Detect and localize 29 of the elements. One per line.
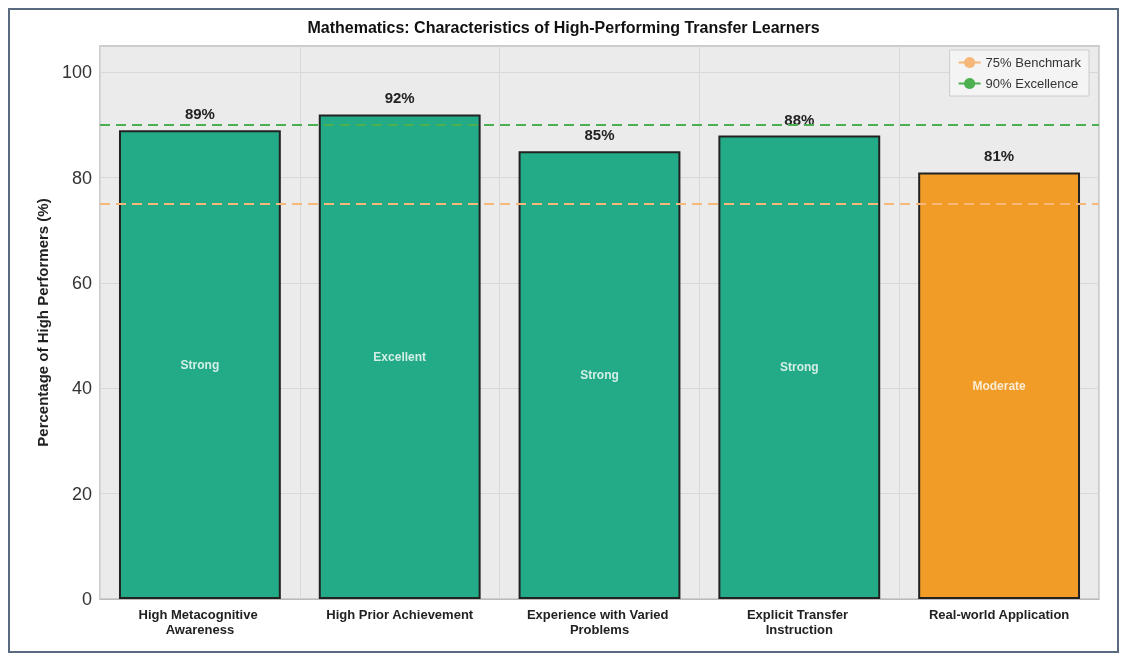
legend-label: 90% Excellence [985,76,1079,91]
annotation: Strong [180,357,220,372]
x-tick-label: Experience with Varied Problems [526,607,673,637]
y-tick-label: 20 [71,483,92,504]
annotation: Strong [580,368,619,383]
y-tick-label: 80 [71,167,92,188]
chart-title: Mathematics: Characteristics of High-Performing Transfer Learners [307,18,820,36]
y-tick-label: 0 [81,589,92,609]
bar [118,130,281,599]
data-label: 89% [184,105,215,123]
x-tick-label: High Metacognitive Awareness [138,607,262,637]
y-tick-label: 40 [71,378,92,399]
y-tick-label: 100 [61,62,92,83]
x-tick-label: Explicit Transfer Instruction [746,607,852,637]
bar [318,114,481,599]
annotation: Moderate [972,378,1027,393]
annotation: Strong [779,360,819,375]
bar [918,172,1081,599]
bar [518,151,681,599]
data-label: 81% [984,147,1015,165]
y-axis-title: Percentage of High Performers (%) [34,198,51,447]
data-label: 92% [384,89,415,107]
legend-label: 75% Benchmark [985,55,1082,70]
data-label: 85% [584,126,615,144]
bar [718,135,881,599]
x-tick-label: Real-world Application [928,607,1070,622]
annotation: Excellent [373,349,427,364]
x-tick-label: High Prior Achievement [326,607,474,622]
y-tick-label: 60 [71,273,92,293]
